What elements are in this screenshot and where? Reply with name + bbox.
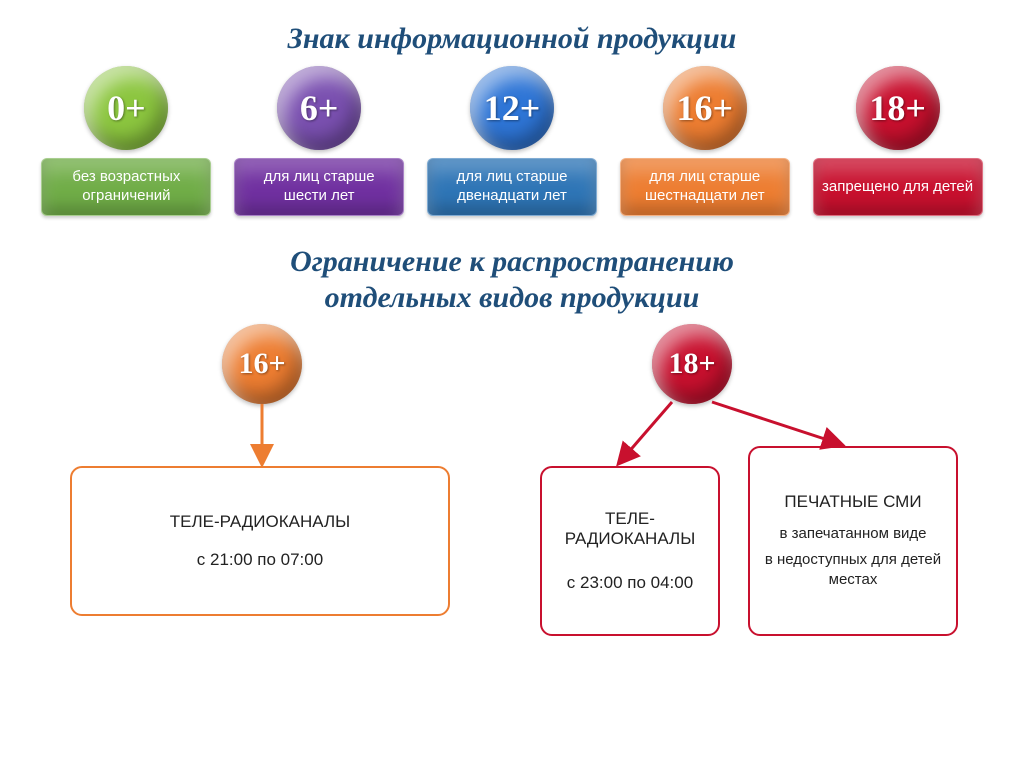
rating-col-1: 6+ для лиц старше шести лет bbox=[229, 66, 409, 216]
arrow-18-right bbox=[0, 316, 1024, 716]
rating-circle-16+: 16+ bbox=[663, 66, 747, 150]
rating-col-3: 16+ для лиц старше шестнадцати лет bbox=[615, 66, 795, 216]
rating-col-0: 0+ без возрастных ограничений bbox=[36, 66, 216, 216]
rating-bar-0: без возрастных ограничений bbox=[41, 158, 211, 216]
rating-col-4: 18+ запрещено для детей bbox=[808, 66, 988, 216]
title-2-line1: Ограничение к распространению bbox=[290, 245, 734, 278]
rating-bar-3: для лиц старше шестнадцати лет bbox=[620, 158, 790, 216]
rating-circle-6+: 6+ bbox=[277, 66, 361, 150]
title-1: Знак информационной продукции bbox=[0, 0, 1024, 56]
title-2: Ограничение к распространению отдельных … bbox=[0, 244, 1024, 316]
rating-circle-0+: 0+ bbox=[84, 66, 168, 150]
rating-bar-1: для лиц старше шести лет bbox=[234, 158, 404, 216]
rating-circle-12+: 12+ bbox=[470, 66, 554, 150]
ratings-row: 0+ без возрастных ограничений 6+ для лиц ст… bbox=[0, 56, 1024, 216]
rating-bar-2: для лиц старше двенадцати лет bbox=[427, 158, 597, 216]
title-2-line2: отдельных видов продукции bbox=[325, 281, 700, 314]
lower-section: 16+18+ТЕЛЕ-РАДИОКАНАЛЫ с 21:00 по 07:00Т… bbox=[0, 316, 1024, 696]
rating-circle-18+: 18+ bbox=[856, 66, 940, 150]
rating-col-2: 12+ для лиц старше двенадцати лет bbox=[422, 66, 602, 216]
rating-bar-4: запрещено для детей bbox=[813, 158, 983, 216]
